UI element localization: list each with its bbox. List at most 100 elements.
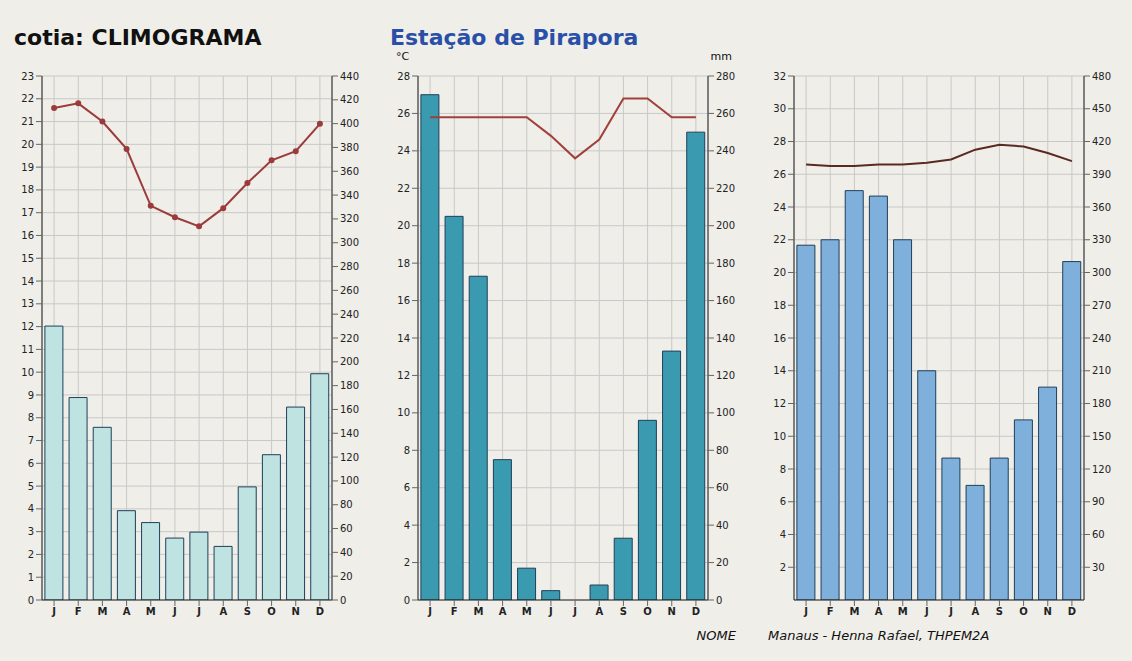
svg-text:8: 8 [28,412,34,423]
svg-text:N: N [1044,606,1052,617]
svg-text:6: 6 [28,458,34,469]
svg-text:8: 8 [404,445,410,456]
svg-text:120: 120 [340,452,359,463]
svg-text:160: 160 [716,295,735,306]
svg-text:24: 24 [773,202,786,213]
svg-text:0: 0 [340,595,346,606]
svg-text:60: 60 [340,523,353,534]
svg-text:F: F [75,606,82,617]
svg-text:2: 2 [28,549,34,560]
svg-text:2: 2 [404,557,410,568]
svg-text:210: 210 [1092,365,1111,376]
svg-text:9: 9 [28,390,34,401]
svg-text:220: 220 [340,333,359,344]
svg-text:4: 4 [780,529,786,540]
svg-text:J: J [548,606,553,617]
svg-text:300: 300 [340,237,359,248]
svg-text:20: 20 [716,557,729,568]
svg-text:40: 40 [340,547,353,558]
svg-text:26: 26 [773,169,786,180]
svg-text:O: O [1019,606,1028,617]
svg-text:150: 150 [1092,431,1111,442]
svg-text:D: D [1068,606,1076,617]
svg-text:160: 160 [340,404,359,415]
svg-text:420: 420 [1092,136,1111,147]
svg-text:140: 140 [340,428,359,439]
svg-text:A: A [123,606,131,617]
svg-text:400: 400 [340,118,359,129]
svg-text:D: D [692,606,700,617]
svg-text:J: J [172,606,177,617]
svg-text:280: 280 [340,261,359,272]
svg-text:S: S [996,606,1003,617]
svg-text:16: 16 [21,230,34,241]
svg-text:J: J [803,606,808,617]
svg-text:480: 480 [1092,71,1111,82]
svg-text:J: J [427,606,432,617]
svg-text:19: 19 [21,162,34,173]
svg-text:A: A [499,606,507,617]
svg-text:0: 0 [404,595,410,606]
svg-text:M: M [849,606,859,617]
svg-text:0: 0 [716,595,722,606]
svg-text:A: A [219,606,227,617]
svg-text:180: 180 [716,258,735,269]
svg-text:J: J [196,606,201,617]
svg-text:440: 440 [340,71,359,82]
svg-text:200: 200 [340,356,359,367]
svg-text:28: 28 [773,136,786,147]
svg-text:D: D [316,606,324,617]
svg-text:N: N [668,606,676,617]
svg-text:3: 3 [28,526,34,537]
svg-text:J: J [51,606,56,617]
svg-text:0: 0 [28,595,34,606]
svg-text:O: O [267,606,276,617]
svg-text:S: S [244,606,251,617]
svg-text:80: 80 [716,445,729,456]
svg-text:360: 360 [340,166,359,177]
svg-text:10: 10 [21,367,34,378]
svg-text:28: 28 [397,71,410,82]
svg-text:14: 14 [773,365,786,376]
svg-text:60: 60 [716,482,729,493]
svg-text:4: 4 [404,520,410,531]
svg-text:14: 14 [21,276,34,287]
svg-text:300: 300 [1092,267,1111,278]
svg-text:100: 100 [340,475,359,486]
svg-text:24: 24 [397,145,410,156]
svg-text:M: M [473,606,483,617]
svg-text:380: 380 [340,142,359,153]
svg-text:330: 330 [1092,234,1111,245]
svg-text:22: 22 [21,93,34,104]
svg-text:13: 13 [21,298,34,309]
svg-text:320: 320 [340,213,359,224]
svg-text:10: 10 [773,431,786,442]
svg-text:120: 120 [1092,464,1111,475]
svg-text:A: A [971,606,979,617]
svg-text:15: 15 [21,253,34,264]
svg-text:5: 5 [28,481,34,492]
svg-text:340: 340 [340,190,359,201]
svg-text:450: 450 [1092,103,1111,114]
svg-text:A: A [595,606,603,617]
svg-text:20: 20 [397,220,410,231]
svg-text:N: N [292,606,300,617]
svg-text:20: 20 [773,267,786,278]
svg-text:21: 21 [21,116,34,127]
svg-text:4: 4 [28,503,34,514]
svg-text:20: 20 [340,571,353,582]
svg-text:12: 12 [773,398,786,409]
svg-text:420: 420 [340,94,359,105]
svg-text:16: 16 [773,333,786,344]
svg-text:40: 40 [716,520,729,531]
svg-text:260: 260 [716,108,735,119]
svg-text:280: 280 [716,71,735,82]
svg-text:A: A [875,606,883,617]
svg-text:M: M [146,606,156,617]
svg-text:M: M [898,606,908,617]
svg-text:80: 80 [340,499,353,510]
svg-text:J: J [948,606,953,617]
svg-text:11: 11 [21,344,34,355]
svg-text:260: 260 [340,285,359,296]
svg-text:F: F [827,606,834,617]
